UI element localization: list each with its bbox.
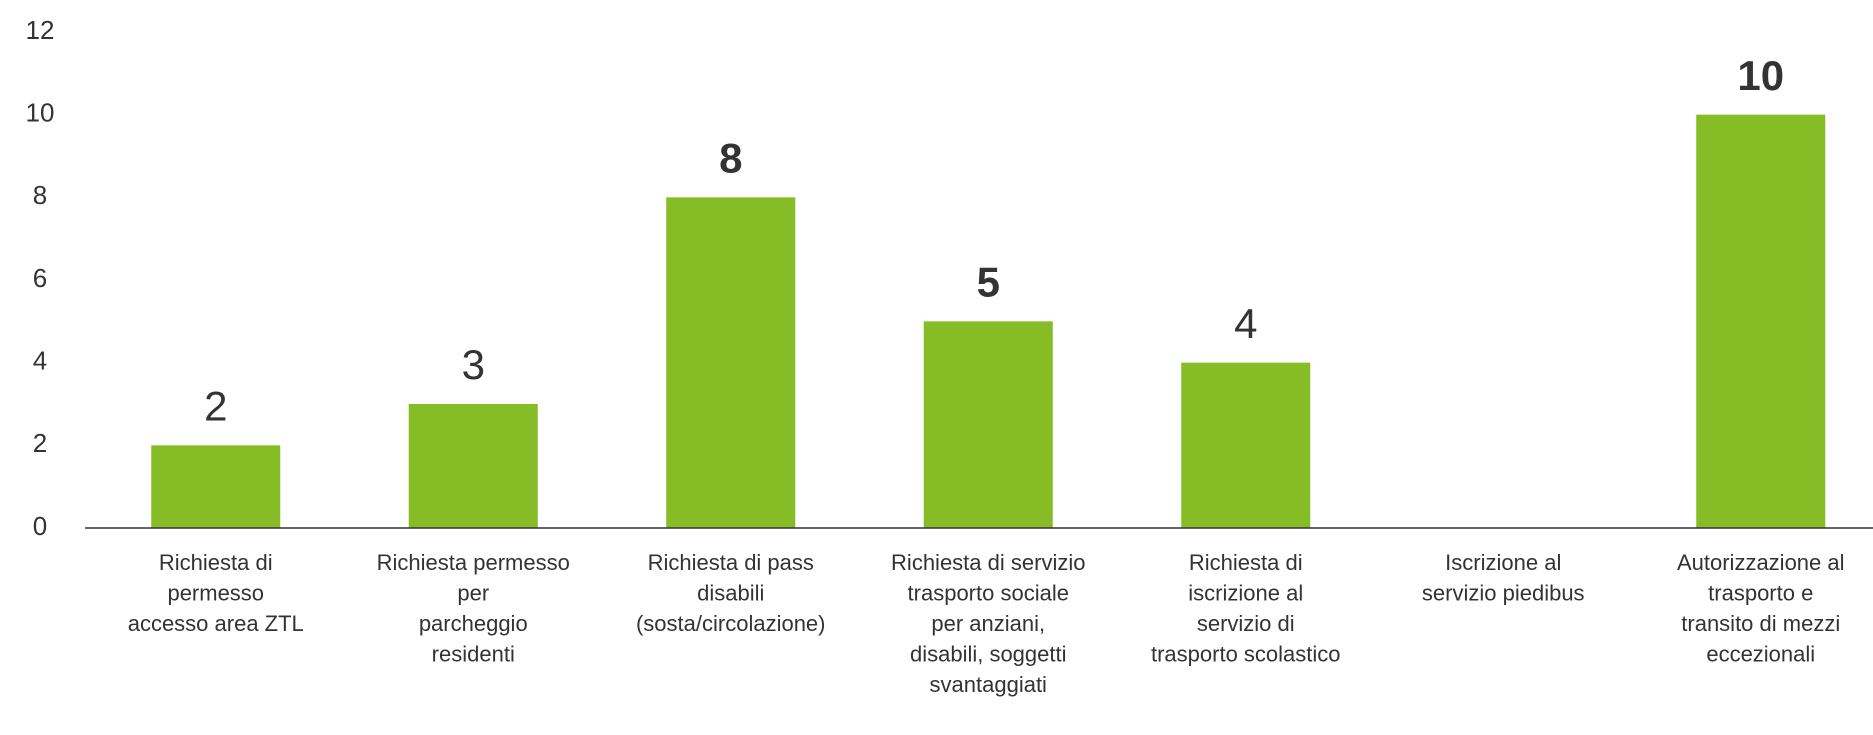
value-label: 2 bbox=[204, 382, 227, 429]
value-label: 8 bbox=[719, 134, 742, 181]
x-tick-label: Richiesta permesso per parcheggio residenti bbox=[377, 550, 570, 667]
value-label: 3 bbox=[462, 341, 485, 388]
y-tick-label: 6 bbox=[33, 263, 47, 293]
x-tick-label: Iscrizione al servizio piedibus bbox=[1422, 550, 1585, 606]
bar bbox=[666, 197, 796, 529]
bar bbox=[1181, 362, 1311, 528]
y-tick-label: 0 bbox=[33, 511, 47, 541]
bar bbox=[151, 445, 281, 528]
y-tick-label: 8 bbox=[33, 180, 47, 210]
x-tick-label: Richiesta di pass disabili (sosta/circolaz… bbox=[636, 550, 826, 636]
y-tick-label: 4 bbox=[33, 346, 47, 376]
value-label: 10 bbox=[1737, 52, 1784, 99]
x-tick-label: Richiesta di permesso accesso area ZTL bbox=[128, 550, 304, 636]
x-tick-label: Richiesta di iscrizione al servizio di tras… bbox=[1151, 550, 1341, 667]
value-label: 5 bbox=[977, 258, 1000, 305]
bar bbox=[923, 321, 1053, 528]
bar bbox=[1696, 114, 1826, 529]
y-tick-label: 10 bbox=[26, 98, 55, 128]
bar bbox=[408, 404, 538, 528]
y-tick-label: 12 bbox=[26, 15, 55, 45]
x-tick-label: Richiesta di servizio trasporto sociale pe… bbox=[891, 550, 1085, 697]
value-label: 4 bbox=[1234, 300, 1257, 347]
x-tick-label: Autorizzazione al trasporto e transito di … bbox=[1677, 550, 1845, 667]
y-tick-label: 2 bbox=[33, 428, 47, 458]
